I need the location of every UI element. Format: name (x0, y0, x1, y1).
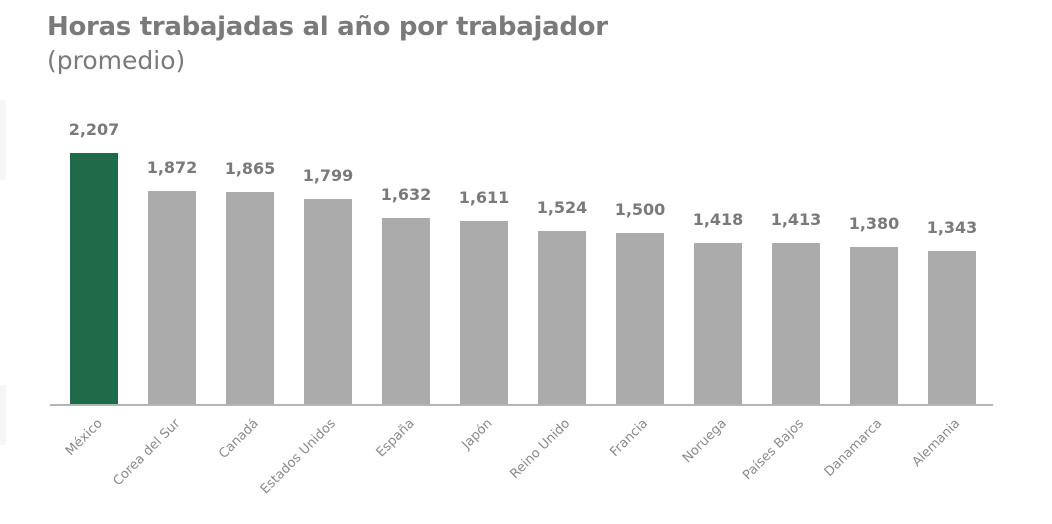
bar (616, 233, 664, 404)
bar (382, 218, 430, 404)
bar-value-label: 1,799 (302, 166, 354, 185)
chart-subtitle: (promedio) (47, 46, 186, 75)
bar (460, 221, 508, 404)
bar-value-label: 2,207 (68, 120, 120, 139)
x-axis-tick-label: España (373, 416, 418, 461)
bar-value-label: 1,500 (614, 200, 666, 219)
left-edge-decoration (0, 100, 6, 180)
chart-title: Horas trabajadas al año por trabajador (47, 12, 608, 42)
x-axis-tick-label: Danamarca (821, 416, 886, 480)
bar-value-label: 1,611 (458, 188, 510, 207)
bar-value-label: 1,872 (146, 158, 198, 177)
x-axis-tick-label: Noruega (679, 416, 730, 467)
bar (304, 199, 352, 404)
x-axis-tick-label: Países Bajos (740, 416, 808, 484)
bar-value-label: 1,418 (692, 210, 744, 229)
bar-value-label: 1,524 (536, 198, 588, 217)
bar-value-label: 1,380 (848, 214, 900, 233)
bar (772, 243, 820, 404)
x-axis-tick-label: Estados Unidos (257, 416, 339, 498)
bar (226, 192, 274, 404)
bar (538, 231, 586, 404)
bar (70, 153, 118, 404)
x-axis-tick-label: Alemania (909, 416, 964, 470)
bar-value-label: 1,413 (770, 210, 822, 229)
bar (850, 247, 898, 404)
x-axis-tick-label: Francia (607, 416, 652, 460)
bar-value-label: 1,632 (380, 185, 432, 204)
x-axis-tick-label: Corea del Sur (110, 416, 184, 490)
bar (694, 243, 742, 404)
x-axis-tick-label: Reino Unido (507, 416, 574, 482)
x-axis-tick-label: Japón (459, 416, 496, 453)
bar-value-label: 1,343 (926, 218, 978, 237)
x-axis-line (50, 404, 993, 406)
x-axis-tick-label: México (62, 416, 106, 459)
bar (148, 191, 196, 404)
left-edge-decoration (0, 385, 6, 445)
x-axis-tick-label: Canadá (216, 416, 262, 462)
bar-value-label: 1,865 (224, 159, 276, 178)
bar (928, 251, 976, 404)
